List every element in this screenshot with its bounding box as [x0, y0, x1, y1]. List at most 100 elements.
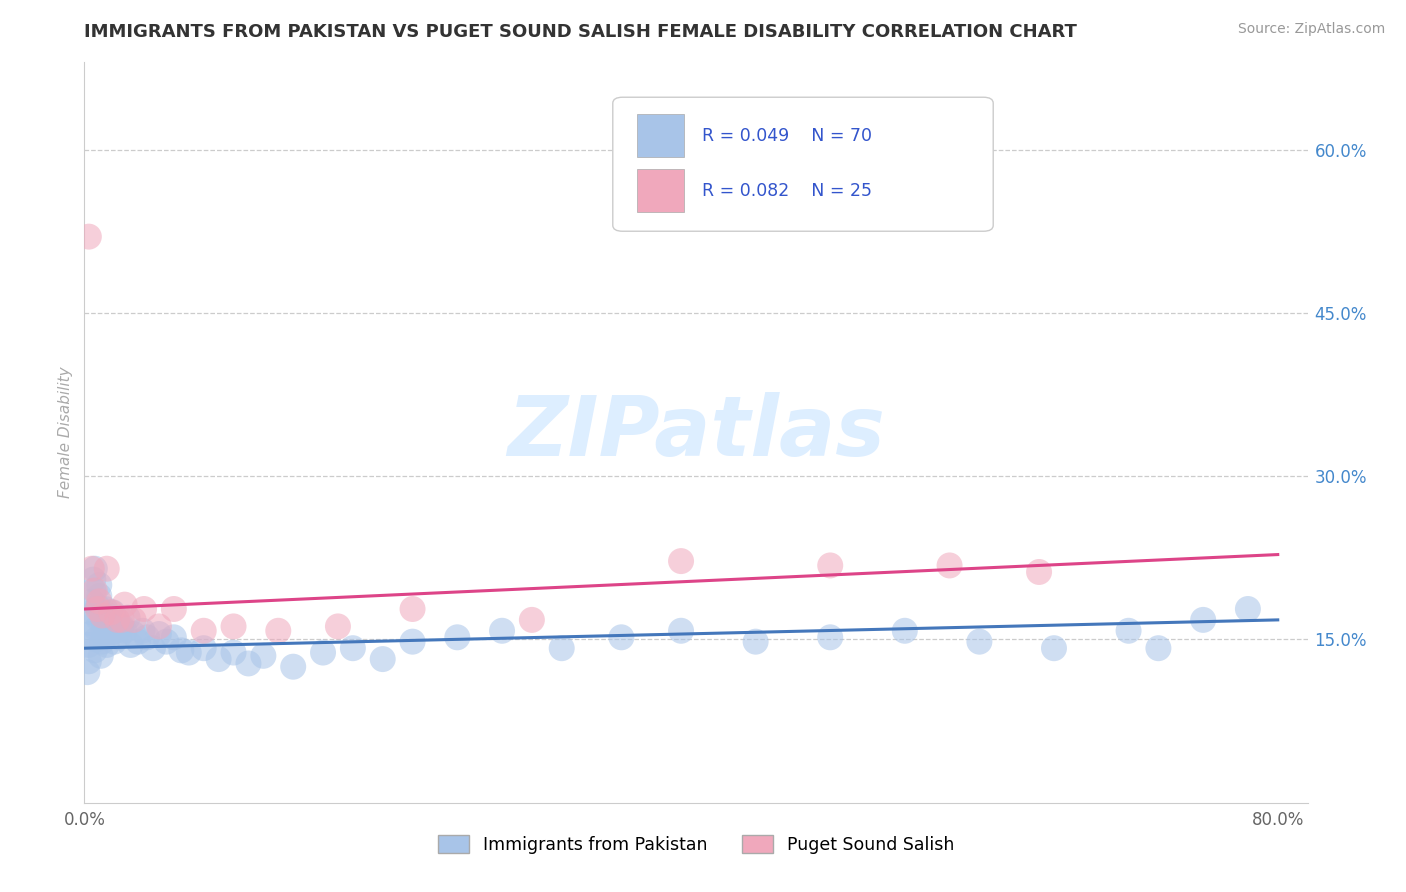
Point: [551, 641, 574, 656]
Point: [111, 619, 134, 633]
Point: [91, 608, 114, 623]
Text: R = 0.082    N = 25: R = 0.082 N = 25: [702, 182, 872, 200]
Point: [89, 594, 111, 608]
Point: [170, 643, 193, 657]
Point: [894, 624, 917, 638]
Point: [117, 611, 139, 625]
Point: [91, 634, 114, 648]
Point: [401, 634, 423, 648]
Point: [136, 630, 159, 644]
Point: [163, 630, 186, 644]
Point: [96, 638, 118, 652]
Text: R = 0.049    N = 70: R = 0.049 N = 70: [702, 127, 872, 145]
Point: [610, 630, 633, 644]
Point: [103, 634, 125, 648]
Point: [79, 616, 101, 631]
Point: [83, 562, 105, 576]
Text: Source: ZipAtlas.com: Source: ZipAtlas.com: [1237, 22, 1385, 37]
Point: [127, 634, 149, 648]
Point: [1028, 565, 1050, 579]
Point: [1192, 613, 1215, 627]
Point: [93, 613, 115, 627]
Y-axis label: Female Disability: Female Disability: [58, 367, 73, 499]
Point: [77, 229, 100, 244]
Point: [669, 624, 692, 638]
Point: [177, 646, 200, 660]
Point: [80, 594, 103, 608]
Point: [82, 573, 104, 587]
Point: [207, 652, 229, 666]
Text: ZIPatlas: ZIPatlas: [508, 392, 884, 473]
Point: [326, 619, 349, 633]
Point: [446, 630, 468, 644]
Point: [105, 613, 128, 627]
Point: [342, 641, 364, 656]
Point: [79, 627, 101, 641]
Point: [105, 613, 128, 627]
Point: [193, 624, 215, 638]
Point: [120, 638, 142, 652]
Point: [193, 641, 215, 656]
Point: [96, 619, 118, 633]
Point: [1118, 624, 1140, 638]
Point: [87, 611, 110, 625]
Point: [101, 605, 124, 619]
Point: [148, 619, 170, 633]
Point: [93, 624, 115, 638]
Point: [142, 641, 165, 656]
Point: [312, 646, 335, 660]
Point: [107, 630, 129, 644]
Point: [89, 589, 111, 603]
Point: [83, 583, 105, 598]
Point: [283, 659, 305, 673]
Point: [96, 562, 118, 576]
Point: [114, 624, 136, 638]
Point: [84, 632, 107, 647]
Point: [163, 602, 186, 616]
Point: [1237, 602, 1260, 616]
Point: [114, 598, 136, 612]
Legend: Immigrants from Pakistan, Puget Sound Salish: Immigrants from Pakistan, Puget Sound Sa…: [430, 828, 962, 861]
Bar: [637, 169, 683, 212]
Point: [1043, 641, 1066, 656]
Point: [94, 602, 117, 616]
Bar: [637, 114, 683, 157]
Point: [77, 654, 100, 668]
Point: [222, 646, 245, 660]
FancyBboxPatch shape: [613, 97, 993, 231]
Point: [669, 554, 692, 568]
Point: [82, 583, 104, 598]
Point: [267, 624, 290, 638]
Point: [84, 622, 107, 636]
Point: [148, 627, 170, 641]
Point: [76, 665, 98, 680]
Point: [155, 634, 177, 648]
Point: [818, 630, 841, 644]
Point: [371, 652, 394, 666]
Point: [969, 634, 991, 648]
Point: [87, 599, 110, 614]
Point: [77, 638, 100, 652]
Point: [938, 558, 960, 573]
Point: [80, 605, 103, 619]
Point: [100, 605, 122, 619]
Point: [132, 602, 155, 616]
Point: [1147, 641, 1170, 656]
Point: [222, 619, 245, 633]
Point: [90, 648, 112, 663]
Point: [122, 627, 145, 641]
Text: IMMIGRANTS FROM PAKISTAN VS PUGET SOUND SALISH FEMALE DISABILITY CORRELATION CHA: IMMIGRANTS FROM PAKISTAN VS PUGET SOUND …: [84, 23, 1077, 41]
Point: [104, 624, 127, 638]
Point: [87, 602, 110, 616]
Point: [100, 616, 122, 631]
Point: [131, 624, 153, 638]
Point: [111, 613, 134, 627]
Point: [401, 602, 423, 616]
Point: [83, 643, 105, 657]
Point: [80, 562, 103, 576]
Point: [491, 624, 513, 638]
Point: [89, 578, 111, 592]
Point: [520, 613, 543, 627]
Point: [98, 627, 121, 641]
Point: [122, 613, 145, 627]
